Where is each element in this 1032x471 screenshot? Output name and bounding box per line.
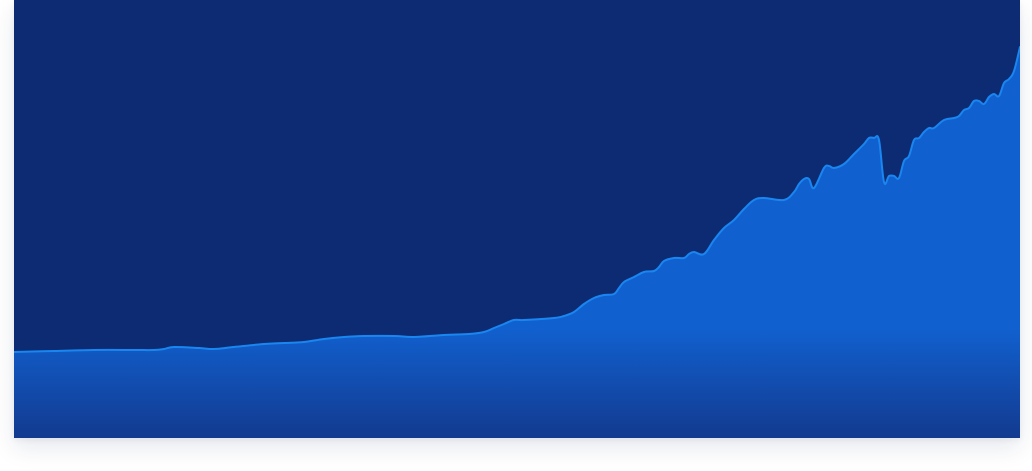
data-point xyxy=(602,293,606,297)
data-point xyxy=(612,292,616,296)
data-point xyxy=(1007,77,1011,81)
data-point xyxy=(392,334,396,338)
data-point xyxy=(342,335,346,339)
data-point xyxy=(942,118,946,122)
data-point xyxy=(1012,69,1016,73)
data-point xyxy=(807,177,811,181)
chart-card xyxy=(14,0,1020,438)
data-point xyxy=(712,238,716,242)
data-point xyxy=(972,99,976,103)
data-point xyxy=(617,286,621,290)
data-point xyxy=(917,136,921,140)
data-point xyxy=(682,256,686,260)
data-point xyxy=(732,218,736,222)
data-point xyxy=(442,333,446,337)
series-area-fill xyxy=(14,47,1020,438)
data-point xyxy=(982,102,986,106)
data-point xyxy=(812,186,816,190)
data-point xyxy=(967,106,971,110)
data-point xyxy=(282,341,286,345)
data-point xyxy=(797,182,801,186)
data-point xyxy=(657,265,661,269)
data-point xyxy=(892,174,896,178)
data-point xyxy=(592,296,596,300)
data-point xyxy=(987,95,991,99)
data-point xyxy=(877,138,881,142)
data-point xyxy=(52,349,56,353)
data-point xyxy=(842,162,846,166)
data-point xyxy=(692,250,696,254)
data-point xyxy=(162,347,166,351)
data-point xyxy=(742,207,746,211)
data-point xyxy=(702,252,706,256)
data-point xyxy=(882,180,886,184)
area-chart xyxy=(14,0,1020,438)
data-point xyxy=(957,114,961,118)
data-point xyxy=(977,99,981,103)
data-point xyxy=(322,337,326,341)
data-point xyxy=(752,198,756,202)
data-point xyxy=(152,348,156,352)
data-point xyxy=(662,259,666,263)
data-point xyxy=(802,177,806,181)
data-point xyxy=(522,318,526,322)
data-point xyxy=(197,346,201,350)
data-point xyxy=(822,166,826,170)
data-point xyxy=(867,136,871,140)
data-point xyxy=(792,190,796,194)
data-point xyxy=(212,347,216,351)
data-point xyxy=(897,176,901,180)
data-point xyxy=(687,252,691,256)
data-point xyxy=(832,166,836,170)
data-point xyxy=(762,196,766,200)
data-point xyxy=(852,152,856,156)
data-point xyxy=(572,310,576,314)
data-point xyxy=(652,269,656,273)
data-point xyxy=(92,348,96,352)
data-point xyxy=(1002,81,1006,85)
data-point xyxy=(492,326,496,330)
data-point xyxy=(827,164,831,168)
data-point xyxy=(902,159,906,163)
data-point xyxy=(552,316,556,320)
data-point xyxy=(622,280,626,284)
data-point xyxy=(502,322,506,326)
data-point xyxy=(962,108,966,112)
data-point xyxy=(997,94,1001,98)
data-point xyxy=(302,340,306,344)
data-point xyxy=(907,154,911,158)
data-point xyxy=(582,302,586,306)
data-point xyxy=(642,270,646,274)
data-point xyxy=(262,342,266,346)
series-line xyxy=(14,46,1020,353)
data-point xyxy=(862,142,866,146)
data-point xyxy=(412,335,416,339)
data-point xyxy=(992,92,996,96)
data-point xyxy=(887,174,891,178)
data-point xyxy=(562,314,566,318)
data-point xyxy=(512,318,516,322)
data-point xyxy=(722,226,726,230)
data-point xyxy=(172,345,176,349)
data-point xyxy=(672,256,676,260)
data-point xyxy=(952,116,956,120)
data-point xyxy=(927,126,931,130)
data-point xyxy=(782,198,786,202)
data-point xyxy=(232,345,236,349)
data-point xyxy=(932,126,936,130)
data-point xyxy=(482,330,486,334)
data-point xyxy=(632,275,636,279)
data-point xyxy=(912,138,916,142)
data-point xyxy=(132,348,136,352)
data-point xyxy=(922,130,926,134)
data-point xyxy=(467,332,471,336)
data-point xyxy=(872,136,876,140)
data-point xyxy=(362,334,366,338)
